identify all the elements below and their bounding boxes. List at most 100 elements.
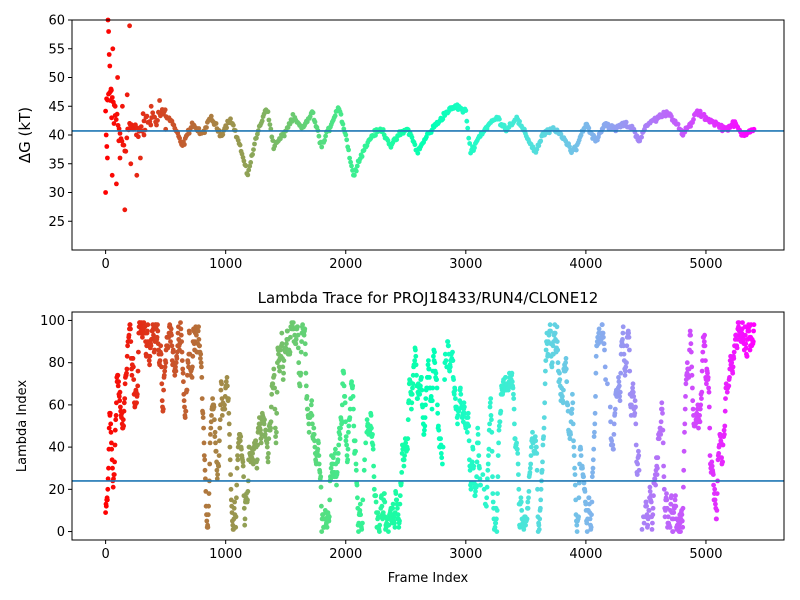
data-point xyxy=(586,125,592,131)
data-point xyxy=(115,372,121,378)
data-point xyxy=(511,406,517,412)
x-tick-label: 4000 xyxy=(569,257,602,272)
data-point xyxy=(655,455,661,461)
data-point xyxy=(354,482,360,488)
data-point xyxy=(563,360,568,366)
data-point xyxy=(380,510,386,515)
data-point xyxy=(465,125,471,131)
data-point xyxy=(688,341,694,347)
data-point xyxy=(373,499,379,505)
data-point xyxy=(524,516,530,522)
data-point xyxy=(200,410,206,416)
data-point xyxy=(128,326,133,332)
data-point xyxy=(688,123,693,129)
data-point xyxy=(302,341,308,347)
data-point xyxy=(540,459,545,465)
data-point xyxy=(327,497,333,503)
data-point xyxy=(521,527,527,532)
data-point xyxy=(157,98,163,103)
data-point xyxy=(436,423,441,429)
data-point xyxy=(554,339,560,344)
data-point xyxy=(353,168,359,174)
data-point xyxy=(186,130,192,136)
data-point xyxy=(319,503,324,509)
data-point xyxy=(131,377,137,382)
data-point xyxy=(509,379,515,385)
data-point xyxy=(574,529,580,534)
data-point xyxy=(311,432,317,437)
data-point xyxy=(182,142,187,147)
data-point xyxy=(688,332,693,338)
data-point xyxy=(222,402,227,408)
data-point xyxy=(706,385,711,391)
lambda-axes-frame xyxy=(71,311,785,541)
data-point xyxy=(704,381,709,387)
data-point xyxy=(515,461,521,467)
data-point xyxy=(155,328,161,334)
data-point xyxy=(124,135,130,141)
data-point xyxy=(453,396,458,401)
data-point xyxy=(357,508,363,513)
data-point xyxy=(212,417,217,423)
data-point xyxy=(669,493,674,499)
data-point xyxy=(375,510,381,515)
data-point xyxy=(268,425,273,431)
data-point xyxy=(301,332,307,338)
data-point xyxy=(516,472,521,477)
data-point xyxy=(680,524,686,530)
y-tick-label: 35 xyxy=(48,157,65,172)
data-point xyxy=(721,427,727,433)
data-point xyxy=(593,370,599,376)
data-point xyxy=(265,455,271,461)
data-point xyxy=(458,391,464,397)
data-point xyxy=(409,391,415,397)
data-point xyxy=(214,476,220,482)
data-point xyxy=(350,383,356,389)
data-point xyxy=(242,516,248,522)
data-point xyxy=(488,413,494,418)
data-point xyxy=(510,385,516,391)
data-point xyxy=(572,482,578,488)
data-point xyxy=(337,436,343,442)
data-point xyxy=(712,486,718,492)
data-point xyxy=(298,370,304,376)
data-point xyxy=(580,465,585,471)
data-point xyxy=(512,436,518,442)
data-point xyxy=(401,463,407,469)
data-point xyxy=(161,372,167,378)
data-point xyxy=(377,522,383,528)
data-point xyxy=(238,434,244,439)
data-point xyxy=(567,144,572,150)
data-point xyxy=(121,400,127,406)
data-point xyxy=(662,514,668,520)
data-point xyxy=(150,110,156,116)
data-point xyxy=(109,115,114,121)
data-point xyxy=(360,520,365,526)
lambda-x-ticks: 0 1000 2000 3000 4000 5000 xyxy=(101,540,723,562)
data-point xyxy=(114,181,119,187)
data-point xyxy=(361,467,367,473)
data-point xyxy=(117,398,123,404)
data-point xyxy=(394,137,400,142)
data-point xyxy=(476,453,482,458)
data-point xyxy=(342,394,348,399)
data-point xyxy=(208,425,214,431)
data-point xyxy=(128,339,134,344)
data-point xyxy=(659,400,665,406)
data-point xyxy=(263,427,269,433)
data-point xyxy=(353,461,359,467)
data-point xyxy=(319,144,325,150)
data-point xyxy=(405,446,410,452)
data-point xyxy=(194,332,199,338)
data-point xyxy=(340,121,346,127)
data-point xyxy=(401,457,407,463)
data-point xyxy=(742,332,748,338)
data-point xyxy=(485,476,490,482)
data-point xyxy=(215,472,221,477)
data-point xyxy=(279,330,285,336)
data-point xyxy=(159,398,165,404)
data-point xyxy=(525,505,531,511)
data-point xyxy=(472,145,477,151)
y-tick-label: 30 xyxy=(48,186,65,201)
data-point xyxy=(564,379,570,385)
